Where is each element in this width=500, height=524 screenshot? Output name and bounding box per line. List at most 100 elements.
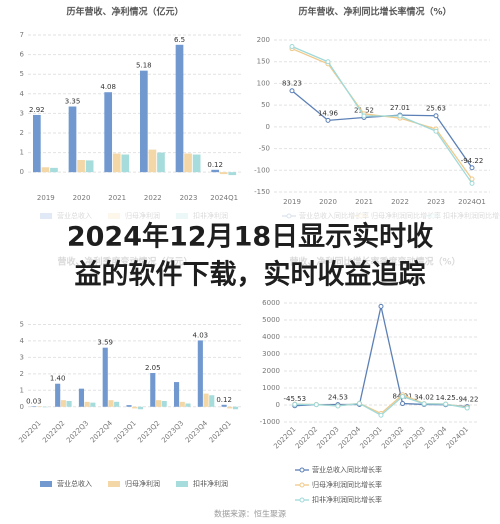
bar — [126, 405, 132, 407]
y-tick-label: 150 — [257, 58, 270, 66]
legend-label: 扣非净利润 — [193, 479, 228, 488]
legend-swatch — [108, 481, 120, 487]
x-tick-label: 2024Q1 — [445, 425, 470, 450]
x-tick-label: 2022Q2 — [41, 419, 66, 444]
x-tick-label: 2019 — [37, 194, 55, 202]
point — [292, 401, 298, 407]
point — [378, 412, 384, 418]
bar — [60, 400, 66, 407]
legend-label: 归母净利润 — [125, 479, 160, 488]
bar — [42, 406, 48, 408]
bar — [155, 400, 162, 407]
value-label: 21.52 — [354, 107, 374, 115]
legend-label: 营业总收入 — [57, 479, 92, 488]
y-tick-label: 7 — [20, 31, 24, 39]
y-tick-label: 3 — [20, 109, 24, 117]
x-tick-label: 2024Q1 — [458, 198, 486, 206]
value-label: 0.03 — [26, 397, 42, 405]
y-tick-label: 50 — [261, 101, 270, 109]
bar — [227, 406, 233, 409]
bar — [66, 401, 72, 407]
x-tick-label: 2022Q3 — [65, 419, 90, 444]
legend-label: 营业总收入同比增长率 — [312, 465, 382, 474]
bar — [148, 149, 157, 173]
x-tick-label: 2020 — [73, 194, 91, 202]
headline-line: 益的软件下载，实时收益追踪 — [75, 259, 426, 291]
y-tick-label: 4 — [20, 90, 25, 98]
bar — [184, 153, 192, 173]
y-tick-label: 4000 — [262, 333, 280, 341]
y-tick-label: -50 — [259, 145, 270, 153]
legend-swatch — [176, 481, 188, 487]
bar — [85, 160, 94, 173]
line — [291, 90, 473, 169]
bar — [197, 340, 203, 407]
x-tick-label: 2022Q2 — [294, 425, 319, 450]
point — [361, 113, 367, 119]
bar — [102, 347, 108, 407]
y-tick-label: 5 — [20, 320, 24, 328]
value-label: 3.35 — [65, 98, 81, 106]
bar — [219, 172, 228, 175]
point — [433, 128, 439, 134]
point — [356, 400, 362, 406]
y-tick-label: 3000 — [262, 350, 280, 358]
x-tick-label: 2024Q1 — [208, 419, 233, 444]
x-tick-label: 2023Q4 — [423, 425, 449, 451]
bar — [137, 406, 143, 410]
point — [469, 180, 475, 186]
bar — [211, 169, 220, 173]
line — [294, 306, 468, 408]
legend-label: 扣非净利润同比增长率 — [312, 495, 382, 504]
x-tick-label: 2022Q3 — [315, 425, 340, 450]
value-label: 5.18 — [136, 62, 152, 70]
value-label: 83.23 — [282, 80, 302, 88]
value-label: 27.01 — [390, 104, 410, 112]
point — [469, 165, 475, 171]
value-label: 4.03 — [193, 331, 209, 339]
y-tick-label: 1 — [20, 386, 24, 394]
bar — [32, 114, 41, 173]
bar — [132, 406, 138, 409]
x-tick-label: 2023 — [180, 194, 198, 202]
y-tick-label: 5000 — [262, 316, 280, 324]
x-tick-label: 2023Q2 — [380, 425, 405, 450]
x-tick-label: 2021 — [108, 194, 126, 202]
bar — [55, 383, 61, 407]
bar — [84, 401, 90, 407]
y-tick-label: 1 — [20, 149, 24, 157]
x-tick-label: 2022Q4 — [337, 425, 363, 451]
bar — [139, 70, 148, 173]
x-tick-label: 2021 — [355, 198, 373, 206]
y-tick-label: -150 — [254, 188, 270, 196]
bar — [161, 401, 167, 407]
y-tick-label: 2000 — [262, 367, 280, 375]
headline-line: 2024年12月18日显示实时收 — [67, 221, 433, 253]
bar — [173, 382, 180, 407]
bar — [192, 154, 201, 173]
point — [289, 88, 295, 94]
x-tick-label: 2023Q3 — [160, 419, 185, 444]
value-label: 14.25 — [436, 394, 456, 402]
x-tick-label: 2023Q2 — [136, 419, 161, 444]
bar — [77, 160, 85, 173]
point — [421, 401, 427, 407]
point — [378, 303, 384, 309]
bar — [41, 167, 50, 173]
point — [433, 113, 439, 119]
x-tick-label: 2023Q1 — [113, 419, 138, 444]
bar — [232, 406, 239, 410]
bar — [50, 167, 58, 173]
bar — [228, 172, 237, 176]
value-label: 14.96 — [318, 109, 339, 117]
value-label: -45.53 — [283, 395, 306, 403]
y-tick-label: 1000 — [262, 384, 280, 392]
bar — [37, 406, 43, 407]
x-tick-label: 2023 — [427, 198, 445, 206]
y-tick-label: 0 — [20, 403, 24, 411]
x-tick-label: 2024Q1 — [210, 194, 238, 202]
bar — [221, 404, 227, 407]
chart-title: 历年营收、净利同比增长率情况（%） — [298, 6, 451, 18]
value-label: 24.53 — [328, 394, 348, 402]
